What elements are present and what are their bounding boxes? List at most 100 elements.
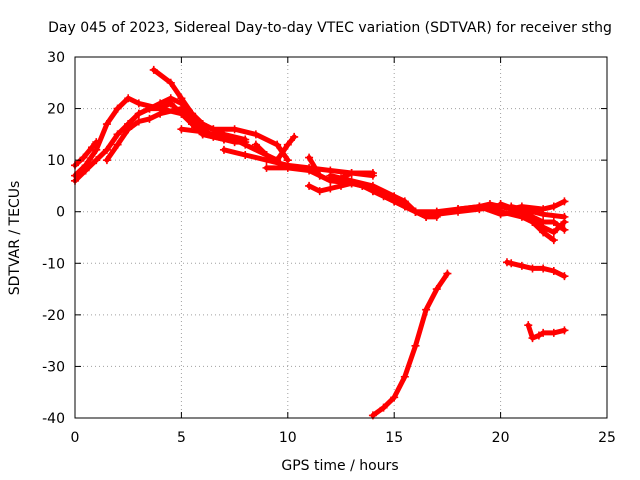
data-point bbox=[166, 78, 175, 87]
data-point bbox=[124, 120, 133, 129]
data-point bbox=[539, 264, 548, 273]
x-tick-label: 5 bbox=[177, 430, 186, 446]
data-point bbox=[347, 176, 356, 185]
data-point bbox=[177, 125, 186, 134]
data-point bbox=[262, 156, 271, 165]
data-point bbox=[517, 261, 526, 270]
data-point bbox=[560, 197, 569, 206]
data-point bbox=[145, 114, 154, 123]
series-line-track-e bbox=[72, 139, 99, 168]
data-point bbox=[134, 99, 143, 108]
data-point bbox=[124, 94, 133, 103]
data-point bbox=[315, 171, 324, 180]
data-point bbox=[88, 143, 97, 152]
data-point bbox=[134, 117, 143, 126]
data-point bbox=[549, 228, 558, 237]
data-point bbox=[454, 205, 463, 214]
y-tick-label: -30 bbox=[42, 359, 65, 375]
x-axis-title: GPS time / hours bbox=[281, 458, 398, 474]
plot-frame bbox=[74, 56, 608, 419]
y-tick-label: -20 bbox=[42, 308, 65, 324]
data-point bbox=[539, 228, 548, 237]
x-tick-label: 0 bbox=[71, 430, 80, 446]
data-point bbox=[92, 156, 101, 165]
data-point bbox=[251, 140, 260, 149]
data-point bbox=[262, 163, 271, 172]
y-tick-label: 10 bbox=[47, 153, 65, 169]
data-point bbox=[432, 207, 441, 216]
data-point bbox=[560, 272, 569, 281]
data-point bbox=[241, 138, 250, 147]
y-tick-label: -40 bbox=[42, 411, 65, 427]
data-point bbox=[113, 140, 122, 149]
data-point bbox=[560, 225, 569, 234]
data-point bbox=[347, 169, 356, 178]
data-point bbox=[149, 65, 158, 74]
data-point bbox=[475, 202, 484, 211]
data-point bbox=[507, 202, 516, 211]
data-point bbox=[156, 109, 165, 118]
data-point bbox=[283, 140, 292, 149]
series-layer bbox=[71, 65, 569, 420]
data-point bbox=[102, 145, 111, 154]
y-tick-label: 20 bbox=[47, 102, 65, 118]
data-point bbox=[496, 199, 505, 208]
data-point bbox=[305, 153, 314, 162]
data-point bbox=[156, 99, 165, 108]
data-point bbox=[502, 258, 511, 267]
chart-title: Day 045 of 2023, Sidereal Day-to-day VTE… bbox=[48, 20, 612, 36]
data-point bbox=[188, 109, 197, 118]
x-tick-label: 20 bbox=[492, 430, 510, 446]
data-point bbox=[443, 269, 452, 278]
data-point bbox=[411, 341, 420, 350]
series-line-track-h bbox=[189, 121, 291, 163]
data-point bbox=[241, 150, 250, 159]
data-point bbox=[549, 202, 558, 211]
series-line-track-w bbox=[504, 259, 567, 279]
data-point bbox=[102, 120, 111, 129]
series-line-track-u bbox=[508, 204, 567, 220]
data-point bbox=[517, 205, 526, 214]
data-point bbox=[539, 210, 548, 219]
data-point bbox=[273, 140, 282, 149]
series-line-track-x bbox=[525, 322, 567, 341]
data-point bbox=[549, 218, 558, 227]
data-point bbox=[528, 264, 537, 273]
data-point bbox=[134, 109, 143, 118]
x-tick-label: 25 bbox=[598, 430, 616, 446]
data-point bbox=[145, 104, 154, 113]
data-point bbox=[368, 187, 377, 196]
data-point bbox=[560, 326, 569, 335]
tick-layer: 0 5 10 15 20 25 -40 -30 -20 -10 0 10 20 30 bbox=[42, 50, 616, 446]
x-tick-label: 10 bbox=[279, 430, 297, 446]
data-point bbox=[549, 267, 558, 276]
series-line-track-v bbox=[370, 271, 450, 418]
data-point bbox=[92, 138, 101, 147]
data-point bbox=[549, 236, 558, 245]
data-point bbox=[528, 334, 537, 343]
data-point bbox=[79, 153, 88, 162]
data-point bbox=[283, 163, 292, 172]
data-point bbox=[549, 328, 558, 337]
data-point bbox=[337, 181, 345, 190]
grid-layer bbox=[75, 57, 607, 418]
data-point bbox=[188, 120, 197, 129]
data-point bbox=[305, 181, 314, 190]
data-point bbox=[290, 132, 299, 141]
y-axis-title: SDTVAR / TECUs bbox=[7, 181, 23, 296]
data-point bbox=[539, 218, 548, 227]
data-point bbox=[422, 212, 431, 221]
data-point bbox=[432, 285, 441, 294]
data-point bbox=[400, 202, 409, 211]
data-point bbox=[113, 130, 122, 139]
data-point bbox=[379, 403, 388, 412]
series-line-track-i bbox=[200, 131, 248, 145]
data-point bbox=[219, 135, 228, 144]
data-point bbox=[539, 328, 548, 337]
y-tick-label: 0 bbox=[56, 205, 65, 221]
data-point bbox=[507, 259, 516, 268]
data-point bbox=[166, 94, 175, 103]
data-point bbox=[390, 393, 399, 402]
y-tick-label: 30 bbox=[47, 50, 65, 66]
